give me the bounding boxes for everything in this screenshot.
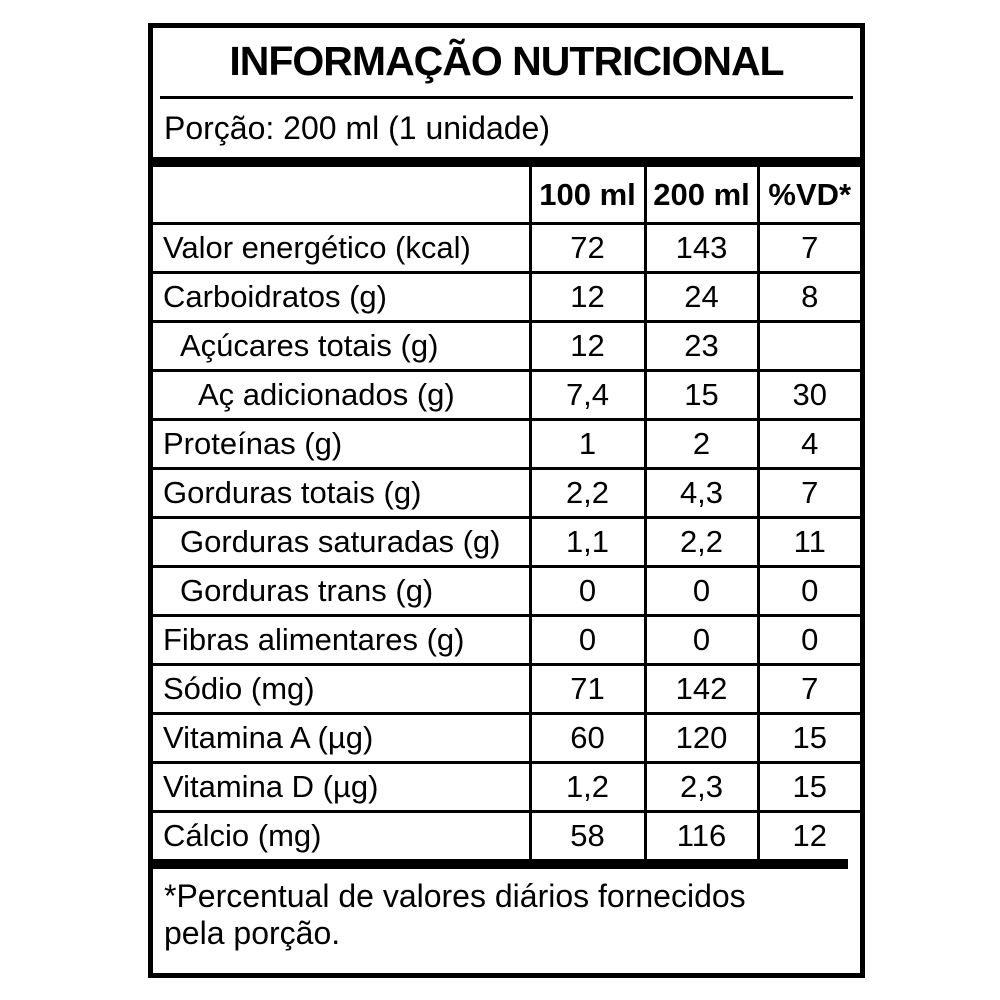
nutrient-row: Açúcares totais (g) 12 23: [153, 320, 860, 371]
nutrient-value-200ml: 0: [643, 565, 758, 616]
label-title: INFORMAÇÃO NUTRICIONAL: [160, 28, 853, 99]
nutrient-name: Vitamina D (µg): [153, 761, 530, 812]
nutrient-value-200ml: 2,3: [643, 761, 758, 812]
nutrient-value-100ml: 2,2: [528, 467, 645, 518]
nutrient-value-200ml: 2: [643, 418, 758, 469]
nutrient-row: Gorduras totais (g) 2,2 4,3 7: [153, 467, 860, 518]
nutrient-value-100ml: 58: [528, 810, 645, 859]
nutrient-value-100ml: 1,2: [528, 761, 645, 812]
footnote-line-1: *Percentual de valores diários fornecido…: [164, 878, 746, 914]
nutrient-row: Sódio (mg) 71 142 7: [153, 663, 860, 714]
nutrient-row: Gorduras trans (g) 0 0 0: [153, 565, 860, 616]
nutrient-value-200ml: 142: [643, 663, 758, 714]
nutrient-name: Sódio (mg): [153, 663, 530, 714]
nutrient-value-vd: 7: [756, 663, 860, 714]
nutrient-row: Gorduras saturadas (g) 1,1 2,2 11: [153, 516, 860, 567]
nutrient-name: Carboidratos (g): [153, 271, 530, 322]
nutrient-value-vd: 30: [756, 369, 860, 420]
nutrient-value-100ml: 71: [528, 663, 645, 714]
nutrient-name: Gorduras totais (g): [153, 467, 530, 518]
nutrient-value-vd: 7: [756, 222, 860, 273]
nutrient-name: Fibras alimentares (g): [153, 614, 530, 665]
nutrient-value-200ml: 4,3: [643, 467, 758, 518]
table-header-row: 100 ml 200 ml %VD*: [153, 167, 860, 224]
footnote-line-2: pela porção.: [164, 915, 341, 951]
nutrient-value-100ml: 0: [528, 565, 645, 616]
column-header-100ml: 100 ml: [528, 167, 645, 224]
nutrient-name: Aç adicionados (g): [153, 369, 530, 420]
nutrient-value-200ml: 0: [643, 614, 758, 665]
table-body: Valor energético (kcal) 72 143 7 Carboidrato…: [153, 222, 860, 859]
nutrient-row: Aç adicionados (g) 7,4 15 30: [153, 369, 860, 420]
nutrient-row: Vitamina D (µg) 1,2 2,3 15: [153, 761, 860, 812]
footnote: *Percentual de valores diários fornecido…: [153, 869, 860, 952]
nutrient-value-vd: 0: [756, 565, 860, 616]
nutrient-name: Gorduras saturadas (g): [153, 516, 530, 567]
nutrient-value-vd: 4: [756, 418, 860, 469]
nutrient-value-vd: [756, 320, 860, 371]
nutrient-value-200ml: 143: [643, 222, 758, 273]
nutrient-name: Gorduras trans (g): [153, 565, 530, 616]
nutrient-value-200ml: 23: [643, 320, 758, 371]
nutrient-value-100ml: 0: [528, 614, 645, 665]
nutrient-value-vd: 12: [756, 810, 860, 859]
nutrient-name: Valor energético (kcal): [153, 222, 530, 273]
nutrient-value-vd: 11: [756, 516, 860, 567]
nutrition-table: 100 ml 200 ml %VD* Valor energético (kca…: [153, 167, 860, 859]
nutrient-value-100ml: 72: [528, 222, 645, 273]
header-empty-cell: [153, 167, 530, 224]
nutrient-value-100ml: 1: [528, 418, 645, 469]
nutrient-row: Vitamina A (µg) 60 120 15: [153, 712, 860, 763]
nutrient-value-vd: 7: [756, 467, 860, 518]
nutrient-value-200ml: 24: [643, 271, 758, 322]
column-header-200ml: 200 ml: [643, 167, 758, 224]
nutrient-value-200ml: 116: [643, 810, 758, 859]
nutrient-name: Proteínas (g): [153, 418, 530, 469]
nutrient-value-100ml: 7,4: [528, 369, 645, 420]
nutrient-name: Açúcares totais (g): [153, 320, 530, 371]
nutrient-value-100ml: 60: [528, 712, 645, 763]
nutrient-value-200ml: 2,2: [643, 516, 758, 567]
nutrient-value-vd: 15: [756, 712, 860, 763]
nutrient-value-100ml: 1,1: [528, 516, 645, 567]
nutrient-name: Vitamina A (µg): [153, 712, 530, 763]
nutrient-value-vd: 15: [756, 761, 860, 812]
nutrient-value-200ml: 120: [643, 712, 758, 763]
nutrient-row: Fibras alimentares (g) 0 0 0: [153, 614, 860, 665]
nutrient-value-200ml: 15: [643, 369, 758, 420]
nutrition-facts-label: INFORMAÇÃO NUTRICIONAL Porção: 200 ml (1…: [148, 23, 865, 978]
nutrient-row: Cálcio (mg) 58 116 12: [153, 810, 860, 859]
nutrient-value-vd: 8: [756, 271, 860, 322]
nutrient-value-100ml: 12: [528, 320, 645, 371]
nutrient-row: Proteínas (g) 1 2 4: [153, 418, 860, 469]
nutrient-value-vd: 0: [756, 614, 860, 665]
nutrient-value-100ml: 12: [528, 271, 645, 322]
divider-thick-top: [153, 157, 860, 167]
nutrient-row: Carboidratos (g) 12 24 8: [153, 271, 860, 322]
serving-size-text: Porção: 200 ml (1 unidade): [164, 110, 550, 146]
nutrient-name: Cálcio (mg): [153, 810, 530, 859]
column-header-percent-vd: %VD*: [756, 167, 860, 224]
divider-thick-bottom: [153, 859, 848, 869]
nutrient-row: Valor energético (kcal) 72 143 7: [153, 222, 860, 273]
